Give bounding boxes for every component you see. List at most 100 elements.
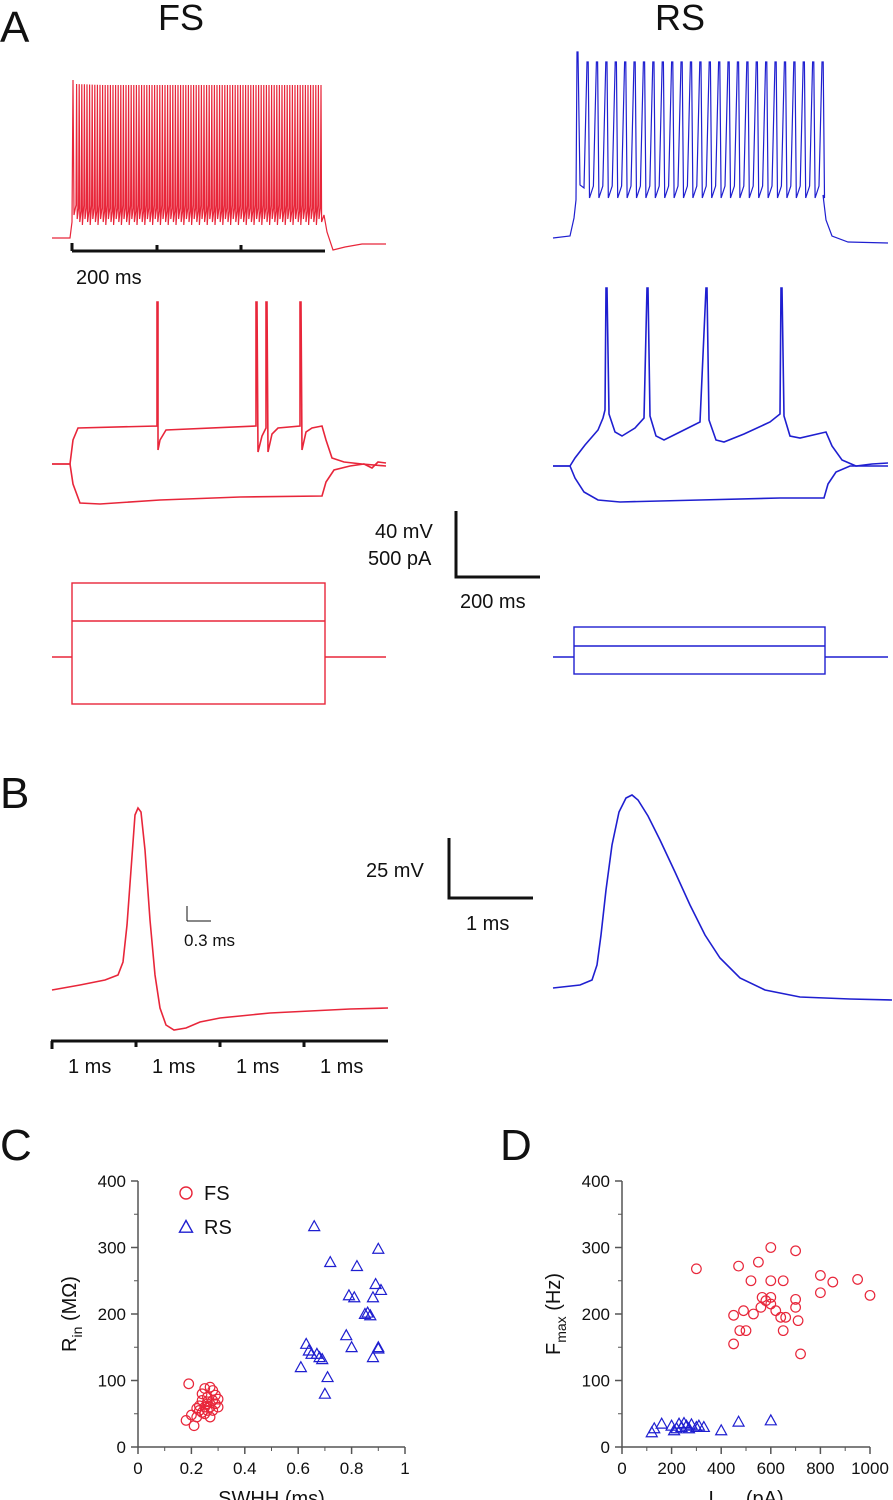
panel-letter-d: D <box>500 1121 532 1170</box>
data-point-fs <box>738 1305 749 1317</box>
y-tick-label: 300 <box>582 1239 610 1258</box>
data-point-rs <box>345 1340 359 1353</box>
data-point-fs <box>202 1391 213 1403</box>
data-point-rs <box>313 1350 327 1363</box>
data-point-fs <box>852 1274 863 1285</box>
data-point-fs <box>790 1245 801 1257</box>
data-point-rs <box>371 1242 385 1254</box>
data-point-fs <box>183 1378 195 1390</box>
rs-action-potential-trace <box>552 794 893 1001</box>
x-tick-label: 800 <box>806 1459 834 1478</box>
data-point-fs <box>765 1275 777 1287</box>
data-point-rs <box>342 1288 356 1301</box>
data-point-rs <box>339 1328 353 1341</box>
data-point-fs <box>756 1291 768 1303</box>
data-point-rs <box>310 1347 324 1359</box>
y-tick-label: 400 <box>98 1172 126 1191</box>
panel-b-scale-bar <box>447 838 533 900</box>
x-tick-label: 0.4 <box>233 1459 257 1478</box>
data-point-fs <box>728 1309 739 1321</box>
x-tick-label: 1 <box>400 1459 409 1478</box>
panel-letter-a: A <box>0 3 30 52</box>
data-point-fs <box>753 1256 764 1268</box>
rs-hyperpolarizing-trace <box>553 465 888 503</box>
data-point-rs <box>318 1387 332 1399</box>
data-point-fs <box>202 1396 213 1408</box>
data-point-rs <box>679 1418 693 1431</box>
fs-action-potential-trace <box>51 806 389 1031</box>
x-axis-label: Imax (pA) <box>708 1488 783 1500</box>
data-point-fs <box>777 1275 789 1287</box>
data-point-rs <box>369 1277 383 1290</box>
data-point-rs <box>366 1290 380 1303</box>
panel-b-voltage-label: 25 mV <box>366 860 424 882</box>
y-tick-label: 0 <box>601 1438 610 1457</box>
data-point-rs <box>732 1414 746 1427</box>
y-tick-label: 200 <box>582 1305 610 1324</box>
rs-title: RS <box>655 0 705 38</box>
data-point-fs <box>780 1311 792 1323</box>
fs-hyperpolarizing-trace <box>52 461 387 505</box>
scatter-chart-d: 0 100 200 300 400 0 200 400 600 800 1000 Imax (pA) F… <box>543 1172 889 1500</box>
scatter-chart-c: 0 100 200 300 400 0 0.2 0.4 0.6 0.8 1 SWHH (ms) Rin … <box>59 1172 410 1500</box>
data-point-fs <box>196 1395 208 1406</box>
data-point-rs <box>361 1305 375 1318</box>
data-point-rs <box>684 1417 698 1430</box>
panel-a-scale-bar <box>454 511 540 579</box>
data-point-fs <box>212 1401 224 1413</box>
scale-time-label: 200 ms <box>460 591 526 613</box>
data-point-fs <box>691 1263 702 1275</box>
data-point-rs <box>366 1350 380 1363</box>
panel-letter-c: C <box>0 1121 32 1170</box>
data-point-rs <box>363 1308 377 1321</box>
data-point-fs <box>207 1405 219 1416</box>
data-point-fs <box>196 1388 208 1400</box>
rs-depolarizing-trace <box>553 287 889 467</box>
legend-marker-fs <box>179 1186 193 1200</box>
data-point-rs <box>677 1416 691 1429</box>
fs-ms-axis <box>50 1039 388 1049</box>
panel-letter-b: B <box>0 769 29 818</box>
data-point-rs <box>315 1352 329 1365</box>
y-tick-label: 200 <box>98 1305 126 1324</box>
legend-marker-rs <box>178 1219 194 1233</box>
fs-ms-axis-label-2: 1 ms <box>152 1056 195 1078</box>
y-tick-label: 100 <box>98 1372 126 1391</box>
data-point-fs <box>792 1315 804 1327</box>
data-point-rs <box>655 1416 669 1429</box>
data-point-rs <box>350 1259 364 1272</box>
panel-b-time-label: 1 ms <box>466 913 509 935</box>
data-point-fs <box>790 1301 801 1313</box>
legend-label-rs: RS <box>204 1217 232 1239</box>
data-point-rs <box>294 1360 308 1373</box>
data-point-fs <box>777 1325 789 1337</box>
data-point-rs <box>371 1340 385 1353</box>
fs-title: FS <box>158 0 204 38</box>
data-point-fs <box>740 1325 752 1337</box>
x-tick-label: 400 <box>707 1459 735 1478</box>
data-point-fs <box>815 1287 826 1299</box>
data-point-fs <box>827 1276 839 1288</box>
data-point-fs <box>191 1403 203 1414</box>
data-point-rs <box>323 1255 337 1268</box>
x-axis-label: SWHH (ms) <box>218 1488 325 1500</box>
data-point-fs <box>815 1270 826 1281</box>
data-point-fs <box>775 1311 787 1323</box>
data-point-rs <box>697 1420 711 1433</box>
data-point-fs <box>202 1405 213 1416</box>
fs-ms-axis-label-4: 1 ms <box>320 1056 363 1078</box>
data-point-fs <box>204 1411 216 1423</box>
y-axis-label: Fmax (Hz) <box>543 1273 569 1355</box>
data-point-fs <box>755 1301 767 1313</box>
data-point-rs <box>371 1341 385 1354</box>
fs-time-scale-label: 200 ms <box>76 267 142 289</box>
fs-spike-train-trace <box>52 79 386 251</box>
y-tick-label: 400 <box>582 1172 610 1191</box>
scale-current-label: 500 pA <box>368 548 432 570</box>
data-point-rs <box>321 1370 335 1383</box>
data-point-fs <box>795 1348 806 1360</box>
data-point-rs <box>302 1343 316 1356</box>
data-point-rs <box>299 1337 313 1349</box>
data-point-rs <box>374 1283 388 1296</box>
